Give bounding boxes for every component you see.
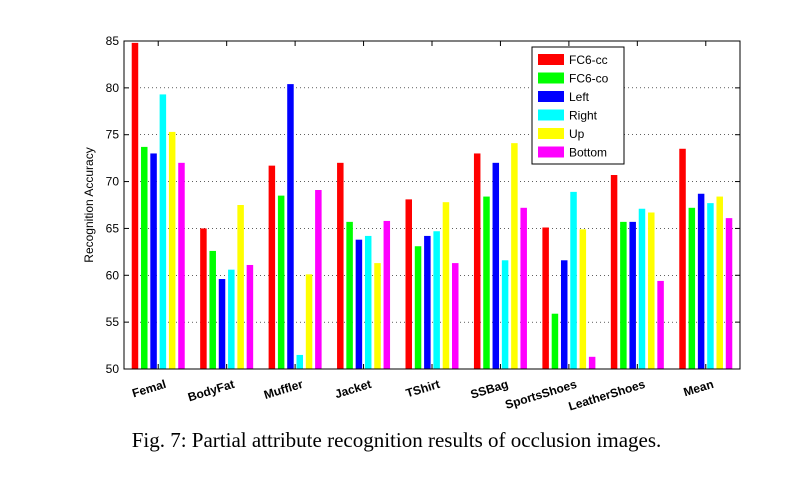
bar-right-tshirt — [433, 231, 440, 369]
bar-bottom-muffler — [315, 190, 322, 369]
bar-fc6-cc-bodyfat — [200, 228, 207, 369]
x-tick-label: LeatherShoes — [567, 377, 647, 414]
bar-bottom-mean — [725, 218, 733, 369]
grid-lines — [124, 87, 740, 323]
bar-up-jacket — [374, 263, 381, 369]
y-tick-label: 75 — [106, 128, 120, 142]
legend-label: Right — [569, 109, 598, 123]
legend-swatch — [538, 54, 564, 65]
bar-fc6-co-jacket — [346, 221, 353, 369]
bar-right-muffler — [296, 354, 304, 369]
bar-fc6-cc-mean — [679, 148, 686, 369]
bar-bottom-bodyfat — [246, 264, 254, 369]
bar-left-sportsshoes — [560, 260, 568, 369]
bar-left-leathershoes — [629, 221, 636, 369]
x-tick-label: Muffler — [262, 377, 305, 402]
bar-fc6-co-ssbag — [483, 196, 490, 369]
bar-right-mean — [707, 203, 714, 369]
bar-up-femal — [168, 131, 176, 369]
bar-left-mean — [697, 193, 705, 369]
legend-swatch — [538, 109, 564, 121]
bar-right-bodyfat — [228, 269, 235, 369]
y-tick-label: 80 — [106, 81, 120, 95]
y-axis-label: Recognition Accuracy — [82, 147, 96, 262]
bar-up-mean — [716, 196, 723, 369]
legend-swatch — [538, 91, 564, 102]
x-tick-label: Femal — [130, 377, 167, 401]
figure-caption: Fig. 7: Partial attribute recognition re… — [131, 428, 662, 452]
y-tick-label: 70 — [106, 175, 120, 189]
legend-swatch — [538, 72, 564, 84]
bar-fc6-cc-muffler — [268, 165, 276, 369]
bar-chart: 50 55 60 65 70 75 80 85 Femal BodyFat Muffler Jack… — [82, 34, 741, 413]
y-tick-label: 50 — [106, 362, 120, 376]
bar-fc6-cc-jacket — [337, 162, 344, 369]
bar-fc6-co-bodyfat — [209, 250, 216, 369]
x-tick-label: SportsShoes — [503, 377, 578, 412]
bar-up-tshirt — [442, 202, 450, 369]
bar-up-sportsshoes — [579, 229, 587, 369]
bar-fc6-cc-leathershoes — [610, 175, 618, 369]
bar-fc6-co-tshirt — [414, 246, 422, 369]
bar-left-jacket — [355, 239, 363, 369]
bar-bottom-femal — [178, 162, 185, 369]
x-axis-ticks: Femal BodyFat Muffler Jacket TShirt SSBagSpor… — [130, 41, 715, 413]
bar-bottom-leathershoes — [657, 280, 664, 369]
legend-label: FC6-cc — [569, 53, 608, 67]
bar-left-femal — [150, 153, 157, 369]
x-tick-label: Jacket — [333, 377, 373, 401]
bar-bottom-tshirt — [452, 263, 459, 369]
bar-left-ssbag — [492, 162, 500, 369]
plot-frame — [123, 40, 741, 370]
legend-label: Bottom — [569, 146, 607, 160]
bar-up-ssbag — [511, 143, 518, 369]
y-axis-ticks: 50 55 60 65 70 75 80 85 — [106, 34, 740, 376]
legend-label: Left — [569, 90, 590, 104]
y-tick-label: 65 — [106, 221, 120, 235]
bar-fc6-co-muffler — [277, 195, 285, 369]
x-tick-label: TShirt — [404, 377, 441, 401]
y-tick-label: 60 — [106, 268, 120, 282]
bar-fc6-co-sportsshoes — [551, 313, 559, 369]
bar-right-sportsshoes — [570, 191, 577, 369]
bar-right-jacket — [364, 235, 372, 369]
bar-left-bodyfat — [218, 279, 226, 369]
bar-fc6-co-leathershoes — [620, 221, 627, 369]
bar-bottom-jacket — [383, 220, 391, 369]
bar-right-femal — [159, 94, 167, 369]
bar-bottom-ssbag — [520, 207, 527, 369]
bar-fc6-cc-tshirt — [405, 199, 412, 369]
bar-up-muffler — [305, 274, 313, 369]
bar-left-tshirt — [424, 235, 431, 369]
x-tick-label: Mean — [682, 377, 715, 399]
bar-up-bodyfat — [237, 205, 244, 369]
bar-fc6-co-mean — [688, 207, 696, 369]
y-tick-label: 85 — [106, 34, 120, 48]
bar-fc6-co-femal — [141, 146, 148, 369]
legend-label: Up — [569, 127, 585, 141]
bar-up-leathershoes — [648, 212, 655, 369]
legend-swatch — [538, 146, 564, 158]
bar-left-muffler — [287, 84, 294, 369]
bar-fc6-cc-ssbag — [473, 153, 481, 369]
y-tick-label: 55 — [106, 315, 120, 329]
legend-swatch — [538, 128, 564, 139]
bar-right-ssbag — [501, 260, 509, 369]
x-tick-label: BodyFat — [186, 377, 236, 404]
bar-bottom-sportsshoes — [588, 356, 596, 369]
legend-box — [531, 46, 625, 165]
bar-right-leathershoes — [638, 208, 646, 369]
bar-fc6-cc-sportsshoes — [542, 227, 549, 369]
bars — [131, 42, 733, 369]
bar-fc6-cc-femal — [131, 42, 139, 369]
legend-label: FC6-co — [569, 72, 609, 86]
legend: FC6-cc FC6-co Left Right Up Bottom — [531, 46, 625, 165]
